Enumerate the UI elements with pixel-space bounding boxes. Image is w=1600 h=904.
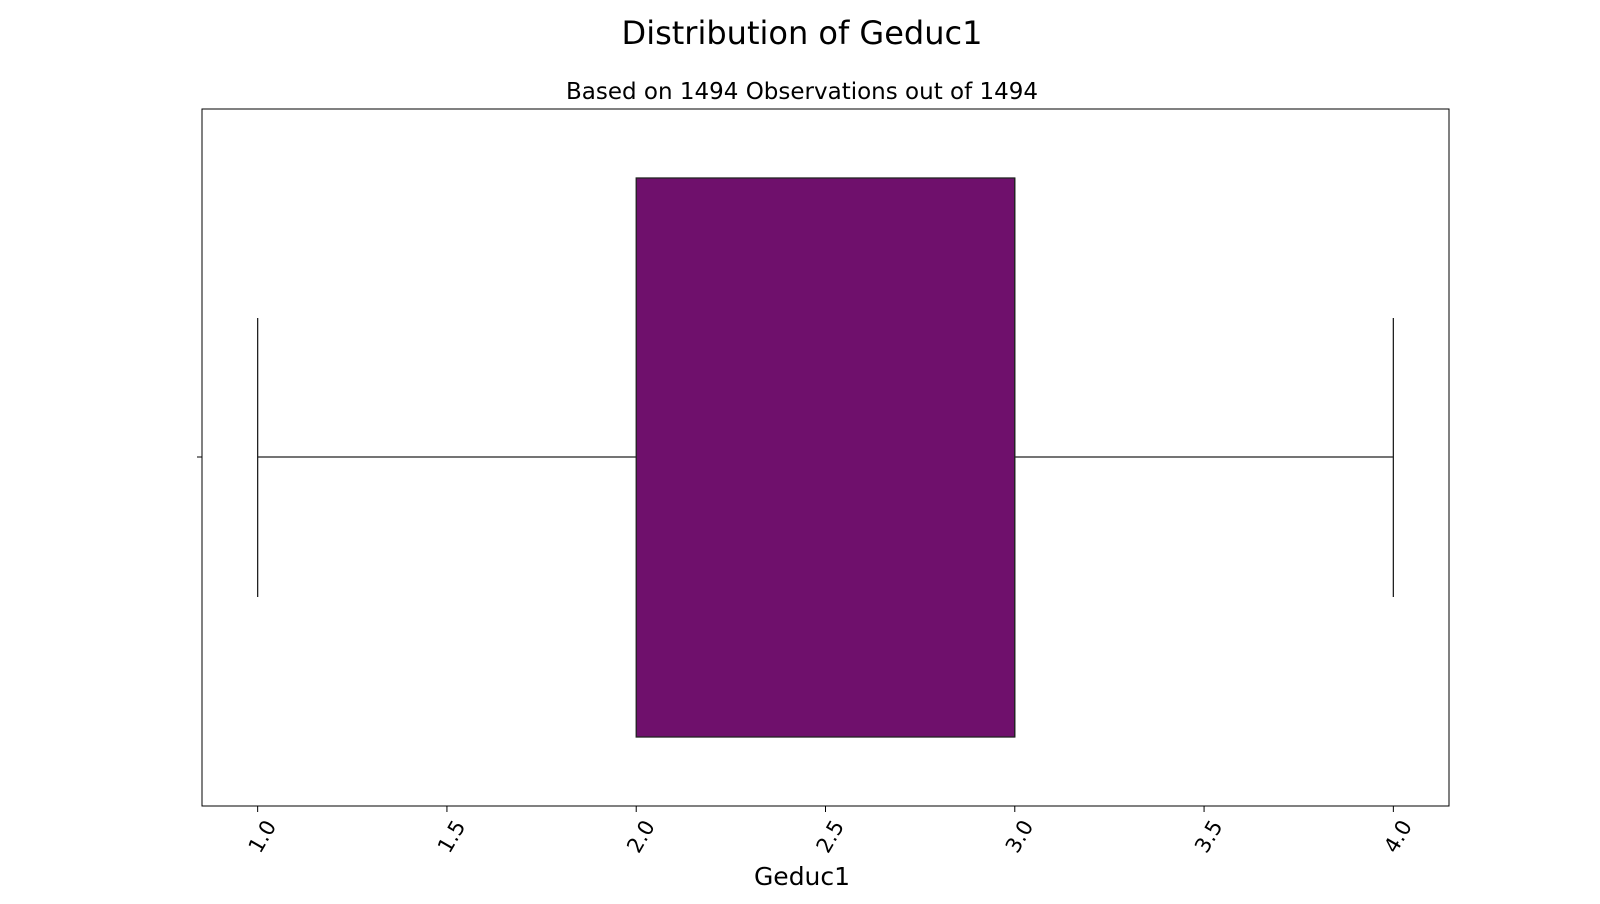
x-axis-label: Geduc1 — [754, 862, 850, 891]
x-tick-label: 1.5 — [433, 816, 470, 857]
x-tick-label: 1.0 — [244, 816, 281, 857]
x-tick-label: 4.0 — [1379, 816, 1416, 857]
x-tick-label: 2.5 — [812, 816, 849, 857]
chart-subtitle: Based on 1494 Observations out of 1494 — [566, 79, 1038, 105]
box-iqr — [635, 177, 1016, 738]
x-tick-label: 3.5 — [1190, 816, 1227, 857]
x-tick-label: 3.0 — [1001, 816, 1038, 857]
x-tick-label: 2.0 — [622, 816, 659, 857]
chart-title: Distribution of Geduc1 — [622, 14, 983, 52]
plot-area — [201, 108, 1450, 807]
